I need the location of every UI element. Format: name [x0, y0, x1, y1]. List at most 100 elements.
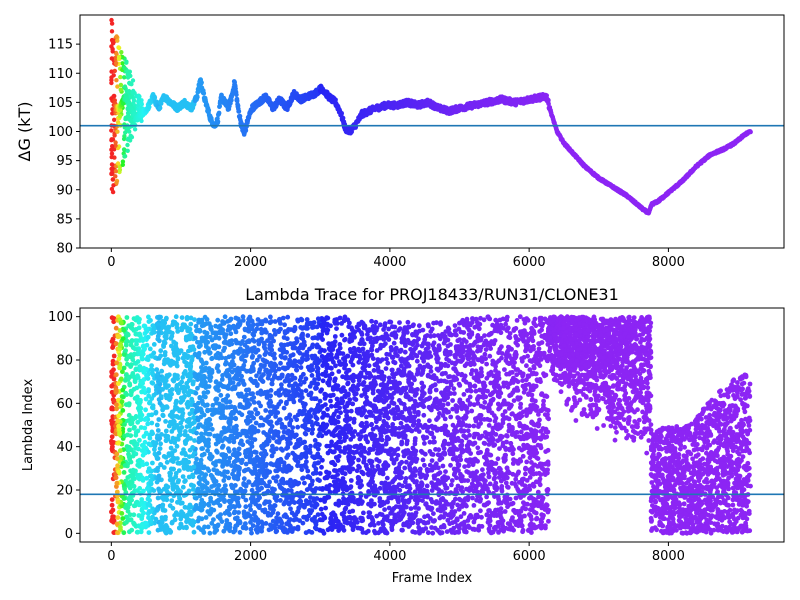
- lambda-point: [135, 373, 140, 379]
- lambda-point: [154, 453, 159, 459]
- lambda-point: [135, 394, 140, 400]
- lambda-point: [146, 388, 151, 394]
- lambda-point: [168, 439, 174, 445]
- lambda-point: [125, 480, 131, 486]
- lambda-point: [271, 338, 276, 344]
- delta-g-point: [115, 129, 120, 134]
- lambda-point: [176, 468, 182, 473]
- lambda-point: [168, 530, 173, 535]
- lambda-point: [275, 511, 281, 517]
- lambda-point: [114, 456, 120, 461]
- y-tick-label: 85: [56, 212, 73, 227]
- delta-g-point: [136, 98, 141, 103]
- lambda-point: [134, 488, 140, 493]
- lambda-point: [252, 510, 257, 515]
- lambda-point: [288, 506, 293, 512]
- lambda-point: [177, 495, 182, 501]
- lambda-point: [157, 390, 162, 395]
- lambda-point: [146, 530, 152, 535]
- y-tick-label: 95: [56, 154, 73, 169]
- delta-g-point: [109, 147, 114, 152]
- lambda-point: [203, 515, 209, 520]
- delta-g-point: [113, 55, 118, 61]
- delta-g-point: [130, 78, 136, 83]
- lambda-point: [117, 431, 122, 437]
- lambda-point: [231, 510, 237, 516]
- lambda-point: [154, 321, 160, 327]
- lambda-point: [141, 385, 147, 391]
- delta-g-point: [236, 109, 242, 114]
- lambda-point: [182, 359, 188, 365]
- lambda-point: [161, 465, 167, 470]
- lambda-point: [143, 396, 149, 402]
- lambda-point: [130, 475, 136, 481]
- lambda-point: [235, 489, 241, 495]
- lambda-point: [143, 407, 149, 413]
- lambda-point: [317, 398, 323, 404]
- y-tick-label: 100: [48, 125, 73, 140]
- delta-g-point: [126, 113, 131, 118]
- lambda-point: [258, 403, 263, 409]
- lambda-point: [181, 384, 186, 390]
- lambda-point: [190, 445, 196, 450]
- lambda-point: [264, 499, 270, 505]
- lambda-point: [184, 513, 190, 519]
- delta-g-point: [109, 21, 115, 26]
- lambda-point: [145, 421, 151, 427]
- lambda-point: [149, 429, 155, 435]
- lambda-point: [175, 376, 181, 381]
- y-tick-label: 80: [56, 242, 73, 257]
- lambda-point: [170, 466, 176, 472]
- lambda-point: [131, 520, 136, 526]
- lambda-point: [167, 503, 173, 509]
- lambda-point: [188, 512, 194, 517]
- delta-g-point: [121, 101, 126, 106]
- lambda-point: [163, 335, 169, 341]
- lambda-point: [174, 322, 180, 327]
- lambda-point: [191, 529, 197, 535]
- lambda-point: [129, 338, 135, 343]
- lambda-point: [318, 517, 324, 523]
- lambda-point: [115, 334, 121, 340]
- lambda-point: [109, 497, 115, 502]
- lambda-point: [109, 434, 115, 440]
- delta-g-point: [128, 133, 133, 138]
- lambda-point: [278, 399, 284, 404]
- lambda-point: [134, 385, 140, 391]
- lambda-point: [147, 518, 153, 524]
- delta-g-point: [115, 84, 120, 89]
- lambda-point: [177, 408, 182, 414]
- lambda-point: [155, 325, 161, 331]
- lambda-point: [192, 419, 197, 425]
- lambda-point: [116, 423, 121, 429]
- lambda-point: [181, 525, 187, 530]
- lambda-point: [179, 327, 185, 333]
- lambda-point: [148, 509, 154, 514]
- lambda-point: [140, 380, 146, 386]
- delta-g-point: [109, 17, 114, 23]
- lambda-point: [146, 314, 151, 320]
- delta-g-point: [237, 113, 243, 119]
- lambda-point: [151, 350, 157, 356]
- lambda-point: [143, 430, 149, 436]
- lambda-point: [131, 512, 137, 518]
- lambda-point: [115, 463, 120, 469]
- lambda-point: [145, 486, 150, 491]
- lambda-point: [185, 399, 191, 405]
- delta-g-point: [229, 98, 234, 103]
- lambda-point: [215, 317, 221, 323]
- lambda-point: [182, 393, 188, 399]
- lambda-point: [185, 433, 190, 439]
- delta-g-point: [122, 65, 127, 71]
- lambda-point: [154, 422, 160, 428]
- lambda-point: [159, 519, 165, 525]
- lambda-point: [109, 339, 115, 344]
- lambda-point: [123, 390, 129, 396]
- lambda-point: [147, 399, 153, 405]
- lambda-point: [121, 530, 127, 536]
- delta-g-point: [109, 29, 115, 34]
- delta-g-point: [216, 110, 222, 116]
- lambda-point: [172, 448, 178, 453]
